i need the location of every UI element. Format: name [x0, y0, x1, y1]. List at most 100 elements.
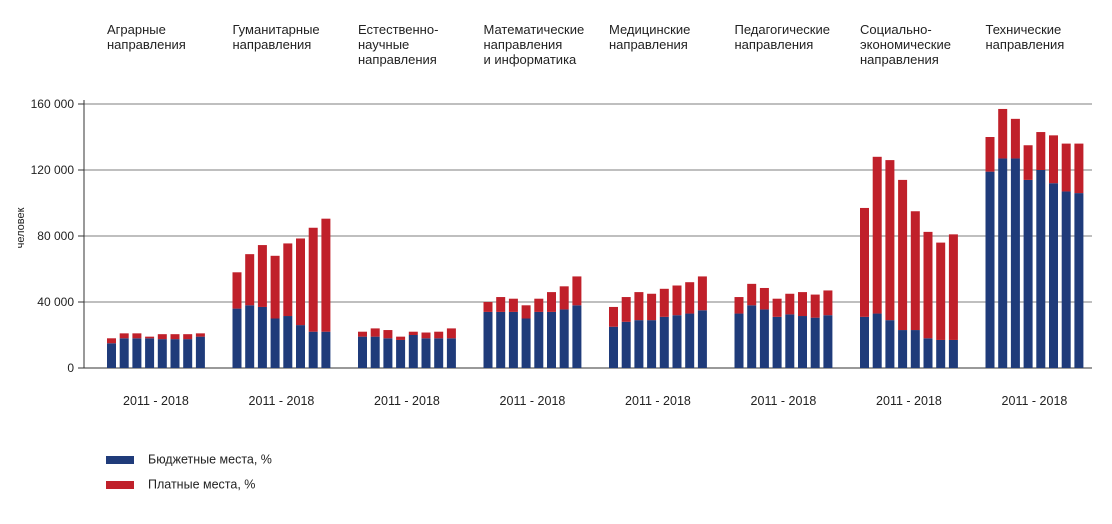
- group-title: Педагогические направления: [735, 22, 830, 52]
- bar-budget: [572, 305, 582, 368]
- group-title-line: Педагогические: [734, 22, 830, 37]
- group-title-line: и информатика: [483, 52, 577, 67]
- bar-budget: [936, 339, 946, 368]
- bar-budget: [647, 320, 657, 368]
- bar-budget: [483, 311, 493, 368]
- bar-paid: [559, 286, 569, 310]
- bar-budget: [383, 338, 393, 368]
- bar-paid: [572, 276, 582, 306]
- bar-budget: [948, 339, 958, 368]
- bar-budget: [257, 306, 267, 368]
- bar-paid: [785, 293, 795, 315]
- bar-paid: [496, 297, 506, 312]
- bar-paid: [396, 336, 406, 340]
- bar-paid: [434, 331, 444, 339]
- x-group-label: 2011 - 2018: [374, 394, 440, 408]
- bar-paid: [195, 333, 205, 337]
- bar-paid: [119, 333, 129, 339]
- bar-paid: [910, 211, 920, 331]
- legend-label-budget: Бюджетные места, %: [148, 452, 272, 467]
- bar-paid: [798, 292, 807, 317]
- bar-budget: [810, 317, 820, 368]
- bar-paid: [358, 331, 367, 337]
- group-title-line: Социально-: [860, 22, 932, 37]
- bar-budget: [860, 316, 869, 368]
- group-title: Математические направления и информатика: [484, 22, 585, 67]
- bar-budget: [785, 314, 795, 368]
- bar-budget: [609, 326, 618, 368]
- y-tick-label: 160 000: [31, 97, 75, 111]
- group-title: Социально-экономические направления: [860, 22, 951, 67]
- group-title-line: направления: [232, 37, 312, 52]
- group-title-line: направления: [107, 37, 186, 52]
- legend-item-budget: Бюджетные места, %: [106, 452, 272, 467]
- bar-paid: [810, 294, 820, 318]
- group-title-line: Аграрные: [107, 22, 166, 37]
- bar-budget: [885, 320, 895, 368]
- bar-paid: [383, 330, 393, 339]
- bar-budget: [132, 338, 142, 368]
- bar-paid: [1036, 132, 1046, 170]
- bar-budget: [157, 339, 167, 368]
- bar-budget: [734, 313, 744, 368]
- group-title: Гуманитарные направления: [233, 22, 320, 52]
- bar-budget: [1023, 179, 1033, 368]
- bar-paid: [508, 298, 518, 312]
- bar-budget: [685, 313, 695, 368]
- bar-budget: [923, 338, 933, 368]
- bar-paid: [232, 272, 242, 309]
- bar-budget: [321, 331, 331, 368]
- bar-budget: [1010, 158, 1020, 368]
- group-title-line: экономические: [860, 37, 951, 52]
- bar-budget: [508, 311, 518, 368]
- group-title-line: Медицинские: [609, 22, 691, 37]
- bar-budget: [772, 316, 782, 368]
- bar-budget: [798, 316, 807, 368]
- bar-paid: [672, 285, 682, 316]
- bar-budget: [547, 311, 556, 368]
- bar-budget: [659, 316, 669, 368]
- group-title-line: научные: [358, 37, 410, 52]
- bar-paid: [183, 334, 193, 340]
- bar-paid: [257, 245, 267, 307]
- bar-paid: [547, 292, 556, 312]
- bar-budget: [521, 318, 531, 368]
- bar-paid: [157, 334, 167, 340]
- bar-paid: [998, 108, 1008, 159]
- bar-budget: [396, 339, 406, 368]
- bar-budget: [170, 339, 180, 368]
- bar-paid: [534, 298, 544, 312]
- bar-budget: [898, 330, 908, 368]
- bar-paid: [747, 283, 757, 306]
- bar-paid: [145, 336, 155, 339]
- bar-paid: [270, 255, 280, 319]
- bar-budget: [408, 335, 418, 368]
- bar-budget: [759, 309, 769, 368]
- bar-paid: [421, 332, 431, 339]
- y-tick-label: 120 000: [31, 163, 75, 177]
- bar-paid: [621, 297, 631, 322]
- bar-budget: [985, 171, 995, 368]
- group-title-line: направления: [358, 52, 437, 67]
- bar-paid: [634, 292, 644, 321]
- bar-paid: [408, 331, 418, 335]
- legend-swatch-budget: [106, 455, 134, 464]
- bar-budget: [1049, 183, 1058, 368]
- bar-paid: [823, 290, 833, 316]
- bar-budget: [559, 309, 569, 368]
- bar-paid: [370, 328, 380, 337]
- bar-budget: [145, 338, 155, 368]
- group-title: Аграрные направления: [107, 22, 186, 52]
- bar-paid: [948, 234, 958, 340]
- bar-paid: [609, 306, 618, 327]
- bar-budget: [107, 343, 116, 368]
- y-tick-label: 80 000: [37, 229, 74, 243]
- y-tick-label: 40 000: [37, 295, 74, 309]
- bar-budget: [910, 330, 920, 368]
- x-group-label: 2011 - 2018: [249, 394, 315, 408]
- bar-paid: [1061, 143, 1071, 192]
- bar-budget: [446, 338, 456, 368]
- bar-paid: [659, 288, 669, 317]
- x-group-label: 2011 - 2018: [751, 394, 817, 408]
